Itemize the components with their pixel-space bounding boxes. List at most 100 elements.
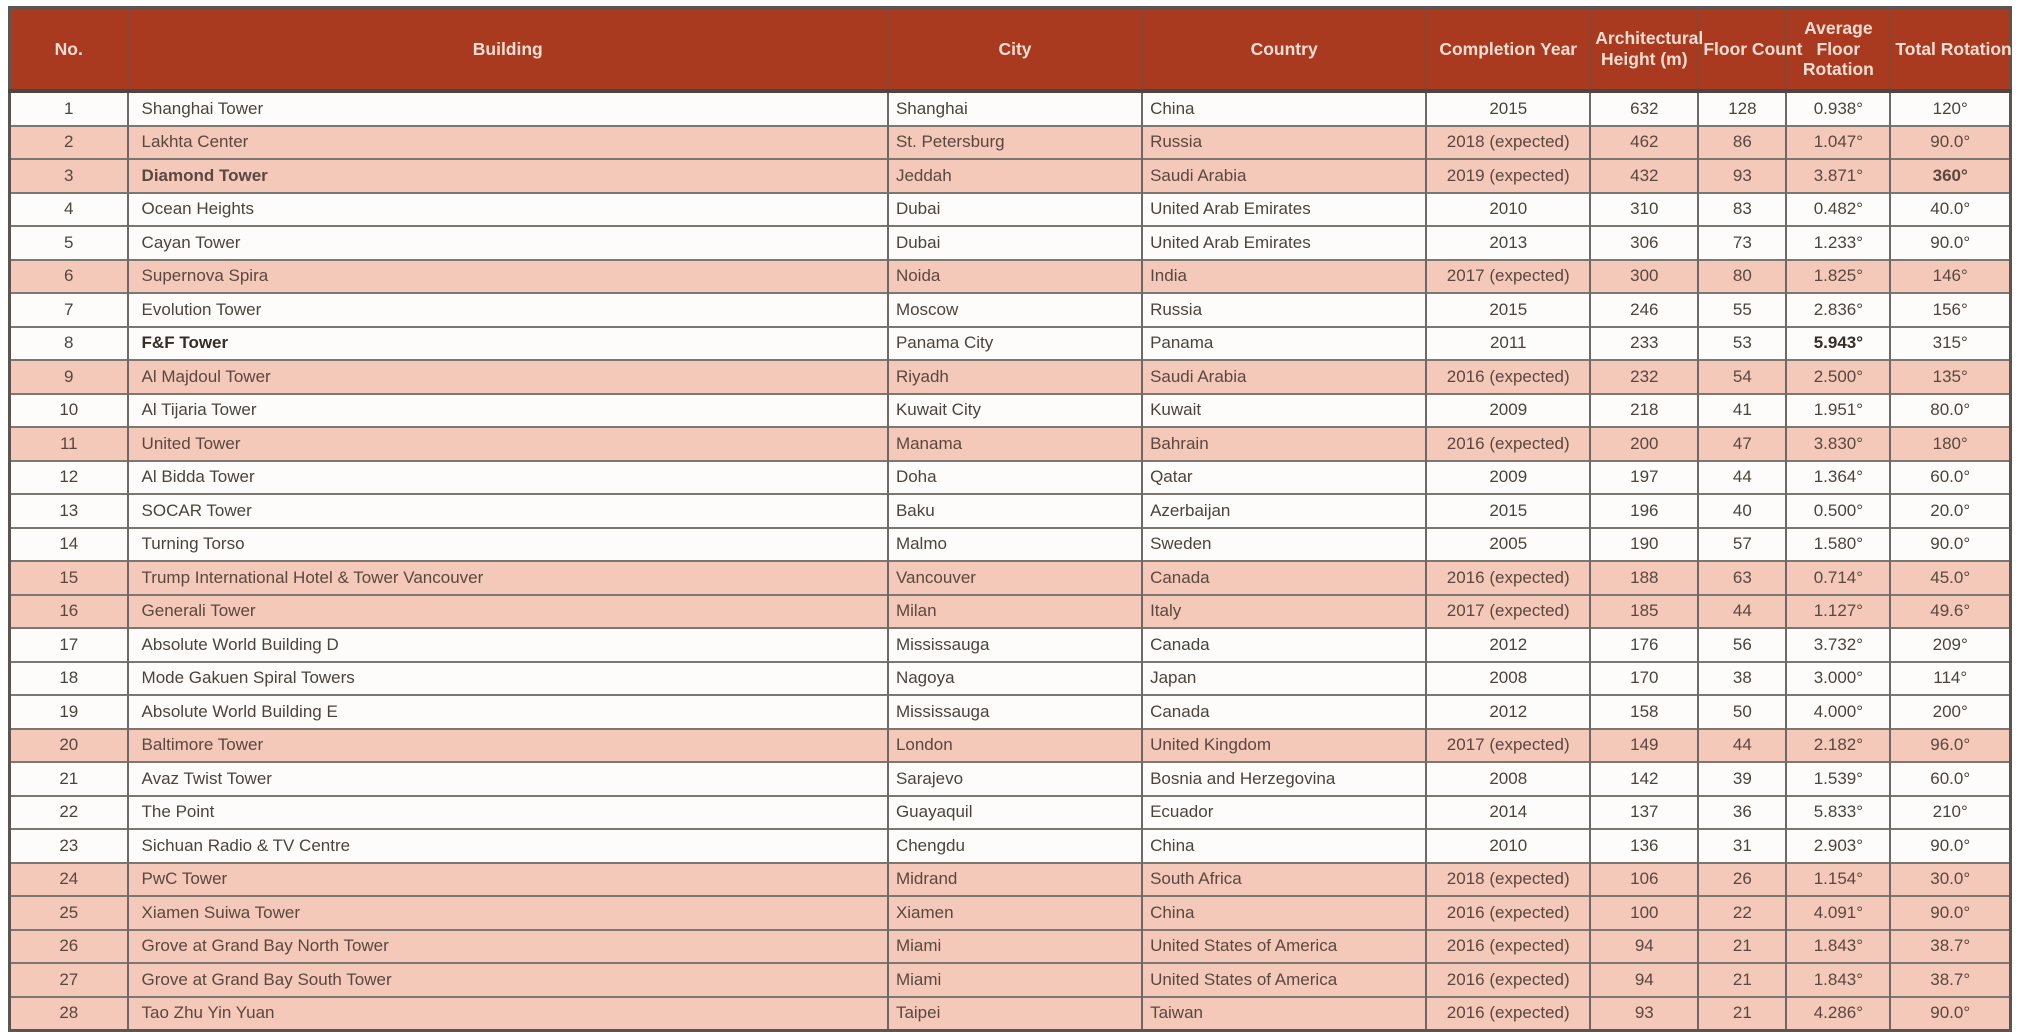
cell-country-row-8: Panama (1141, 325, 1428, 360)
cell-height-row-15: 188 (1589, 560, 1700, 595)
cell-city-row-4: Dubai (886, 191, 1144, 226)
cell-country-row-14: Sweden (1141, 526, 1428, 561)
cell-no-row-28: 28 (8, 995, 129, 1031)
column-header-avg: Average Floor Rotation (1785, 7, 1892, 93)
cell-no-row-18: 18 (8, 660, 129, 695)
cell-floors-row-27: 21 (1697, 962, 1788, 997)
cell-no-row-16: 16 (8, 593, 129, 628)
cell-avg-row-17: 3.732° (1785, 627, 1892, 662)
cell-year-row-3: 2019 (expected) (1425, 158, 1592, 193)
cell-country-row-24: South Africa (1141, 861, 1428, 896)
cell-total-row-9: 135° (1889, 359, 2012, 394)
table-row-3: 3 Diamond Tower Jeddah Saudi Arabia 2019 (ex… (8, 158, 2012, 193)
cell-avg-row-5: 1.233° (1785, 225, 1892, 260)
cell-height-row-16: 185 (1589, 593, 1700, 628)
cell-floors-row-5: 73 (1697, 225, 1788, 260)
twisted-buildings-table-container: No. Building City Country Completion Year Arc… (8, 6, 2012, 1032)
cell-no-row-21: 21 (8, 761, 129, 796)
cell-no-row-24: 24 (8, 861, 129, 896)
cell-no-row-13: 13 (8, 493, 129, 528)
cell-country-row-7: Russia (1141, 292, 1428, 327)
cell-city-row-3: Jeddah (886, 158, 1144, 193)
cell-height-row-18: 170 (1589, 660, 1700, 695)
column-header-height: Architectural Height (m) (1589, 7, 1703, 93)
cell-year-row-1: 2015 (1425, 90, 1592, 126)
cell-total-row-8: 315° (1889, 325, 2012, 360)
cell-building-row-13: SOCAR Tower (126, 493, 889, 528)
cell-floors-row-7: 55 (1697, 292, 1788, 327)
cell-no-row-1: 1 (8, 90, 129, 126)
cell-city-row-28: Taipei (886, 995, 1144, 1031)
cell-country-row-21: Bosnia and Herzegovina (1141, 761, 1428, 796)
table-row-25: 25 Xiamen Suiwa Tower Xiamen China 2016 (exp… (8, 895, 2012, 930)
cell-year-row-25: 2016 (expected) (1425, 895, 1592, 930)
cell-floors-row-1: 128 (1697, 90, 1788, 126)
cell-year-row-21: 2008 (1425, 761, 1592, 796)
cell-city-row-13: Baku (886, 493, 1144, 528)
cell-floors-row-28: 21 (1697, 995, 1788, 1031)
cell-country-row-22: Ecuador (1141, 794, 1428, 829)
cell-no-row-23: 23 (8, 828, 129, 863)
cell-total-row-28: 90.0° (1889, 995, 2012, 1031)
cell-avg-row-14: 1.580° (1785, 526, 1892, 561)
cell-height-row-27: 94 (1589, 962, 1700, 997)
cell-building-row-18: Mode Gakuen Spiral Towers (126, 660, 889, 695)
cell-building-row-21: Avaz Twist Tower (126, 761, 889, 796)
cell-avg-row-10: 1.951° (1785, 392, 1892, 427)
cell-total-row-15: 45.0° (1889, 560, 2012, 595)
cell-city-row-9: Riyadh (886, 359, 1144, 394)
cell-city-row-11: Manama (886, 426, 1144, 461)
cell-avg-row-28: 4.286° (1785, 995, 1892, 1031)
cell-total-row-24: 30.0° (1889, 861, 2012, 896)
cell-year-row-24: 2018 (expected) (1425, 861, 1592, 896)
cell-year-row-14: 2005 (1425, 526, 1592, 561)
cell-height-row-19: 158 (1589, 694, 1700, 729)
cell-city-row-15: Vancouver (886, 560, 1144, 595)
cell-year-row-4: 2010 (1425, 191, 1592, 226)
cell-total-row-20: 96.0° (1889, 727, 2012, 762)
cell-no-row-15: 15 (8, 560, 129, 595)
cell-height-row-6: 300 (1589, 258, 1700, 293)
cell-total-row-3: 360° (1889, 158, 2012, 193)
cell-no-row-3: 3 (8, 158, 129, 193)
cell-country-row-23: China (1141, 828, 1428, 863)
cell-no-row-17: 17 (8, 627, 129, 662)
cell-building-row-15: Trump International Hotel & Tower Vancou… (126, 560, 889, 595)
cell-height-row-23: 136 (1589, 828, 1700, 863)
cell-avg-row-8: 5.943° (1785, 325, 1892, 360)
cell-city-row-26: Miami (886, 928, 1144, 963)
cell-country-row-2: Russia (1141, 124, 1428, 159)
cell-building-row-28: Tao Zhu Yin Yuan (126, 995, 889, 1031)
cell-year-row-16: 2017 (expected) (1425, 593, 1592, 628)
cell-building-row-5: Cayan Tower (126, 225, 889, 260)
table-row-2: 2 Lakhta Center St. Petersburg Russia 2018 (… (8, 124, 2012, 159)
cell-building-row-11: United Tower (126, 426, 889, 461)
cell-country-row-25: China (1141, 895, 1428, 930)
cell-avg-row-26: 1.843° (1785, 928, 1892, 963)
cell-total-row-22: 210° (1889, 794, 2012, 829)
cell-floors-row-2: 86 (1697, 124, 1788, 159)
cell-avg-row-11: 3.830° (1785, 426, 1892, 461)
cell-floors-row-3: 93 (1697, 158, 1788, 193)
cell-height-row-21: 142 (1589, 761, 1700, 796)
cell-year-row-26: 2016 (expected) (1425, 928, 1592, 963)
table-row-4: 4 Ocean Heights Dubai United Arab Emirates 2… (8, 191, 2012, 226)
cell-total-row-21: 60.0° (1889, 761, 2012, 796)
cell-total-row-14: 90.0° (1889, 526, 2012, 561)
table-row-1: 1 Shanghai Tower Shanghai China 2015 632 128 0.… (8, 90, 2012, 126)
cell-height-row-14: 190 (1589, 526, 1700, 561)
cell-total-row-13: 20.0° (1889, 493, 2012, 528)
cell-building-row-8: F&F Tower (126, 325, 889, 360)
cell-avg-row-18: 3.000° (1785, 660, 1892, 695)
cell-avg-row-3: 3.871° (1785, 158, 1892, 193)
cell-building-row-1: Shanghai Tower (126, 90, 889, 126)
table-row-7: 7 Evolution Tower Moscow Russia 2015 246 55 2.8… (8, 292, 2012, 327)
cell-no-row-19: 19 (8, 694, 129, 729)
cell-total-row-25: 90.0° (1889, 895, 2012, 930)
cell-height-row-5: 306 (1589, 225, 1700, 260)
cell-avg-row-2: 1.047° (1785, 124, 1892, 159)
table-row-16: 16 Generali Tower Milan Italy 2017 (expected… (8, 593, 2012, 628)
cell-city-row-2: St. Petersburg (886, 124, 1144, 159)
table-row-21: 21 Avaz Twist Tower Sarajevo Bosnia and Her… (8, 761, 2012, 796)
cell-floors-row-4: 83 (1697, 191, 1788, 226)
